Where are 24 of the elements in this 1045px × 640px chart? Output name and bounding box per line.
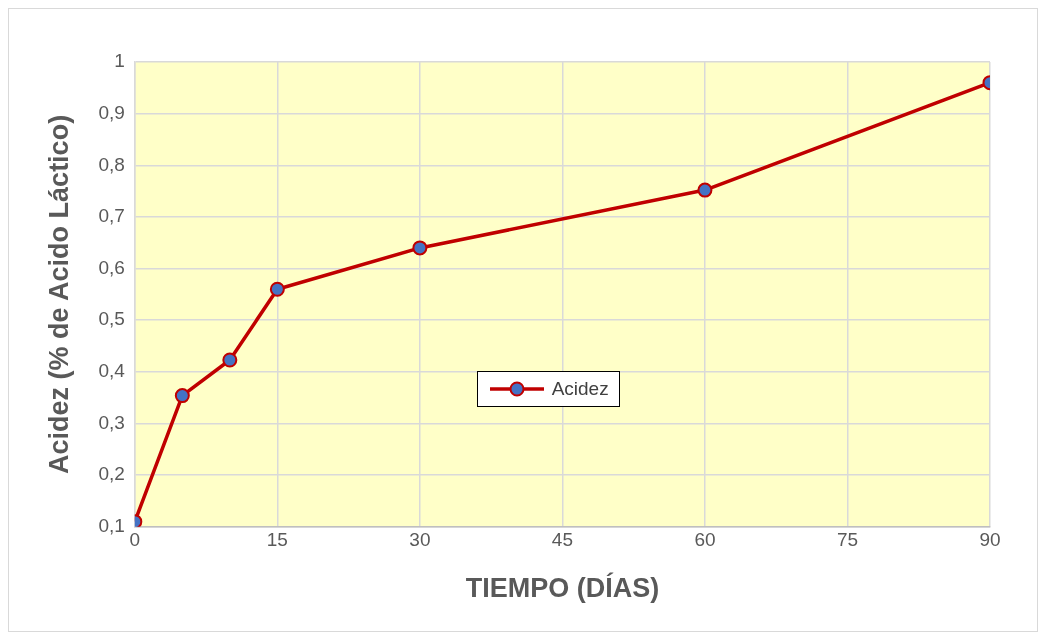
y-tick-label: 0,3 <box>98 411 125 433</box>
x-axis-title: TIEMPO (DÍAS) <box>465 572 660 604</box>
y-tick-label: 0,7 <box>98 205 125 227</box>
x-tick-label: 90 <box>979 529 1001 551</box>
x-tick-label: 45 <box>551 529 573 551</box>
point <box>174 388 190 404</box>
y-tick-label: 0,5 <box>98 308 125 330</box>
y-tick-label: 0,1 <box>98 515 125 537</box>
point <box>269 281 285 297</box>
y-tick-label: 0,2 <box>98 463 125 485</box>
legend-label: Acidez <box>551 377 609 400</box>
x-tick-label: 30 <box>409 529 431 551</box>
x-tick-label: 60 <box>694 529 716 551</box>
y-tick-label: 0,6 <box>98 256 125 278</box>
x-tick-label: 75 <box>836 529 859 551</box>
y-tick-label: 0,9 <box>98 101 125 123</box>
y-tick-label: 1 <box>114 50 125 72</box>
y-axis-title: Acidez (% de Acido Láctico) <box>43 114 74 474</box>
y-tick-label: 0,8 <box>98 153 125 175</box>
y-tick-label: 0,4 <box>98 360 126 382</box>
x-tick-label: 0 <box>129 529 141 551</box>
x-tick-label: 15 <box>266 529 288 551</box>
point <box>222 352 238 368</box>
point <box>412 240 428 256</box>
